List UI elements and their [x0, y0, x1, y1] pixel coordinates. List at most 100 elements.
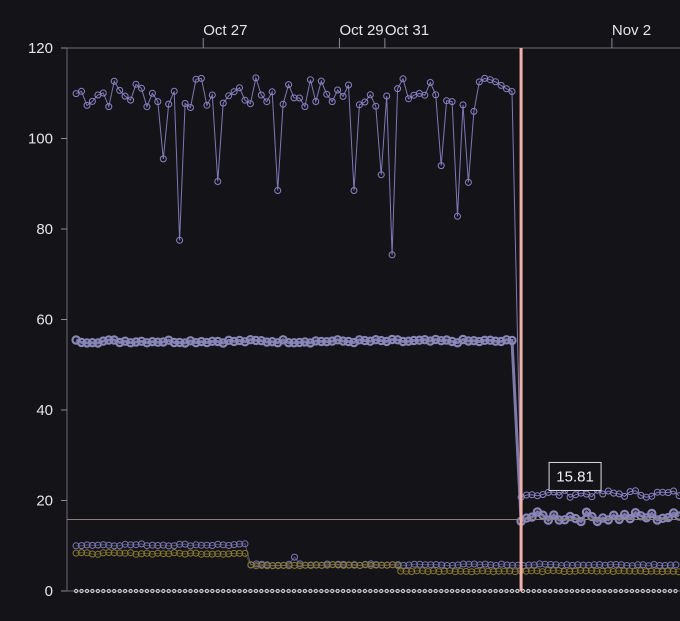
data-point	[275, 588, 280, 594]
x-tick-label: Nov 2	[612, 22, 651, 39]
data-point	[399, 75, 407, 83]
data-point	[166, 588, 171, 594]
data-point	[504, 588, 509, 594]
data-point	[355, 101, 363, 109]
data-point	[515, 588, 520, 594]
data-point	[127, 96, 135, 104]
data-point	[474, 336, 484, 347]
data-point	[444, 588, 449, 594]
data-point	[383, 92, 391, 100]
data-point	[646, 588, 651, 594]
data-point	[421, 561, 429, 569]
data-point	[105, 103, 113, 111]
data-point	[425, 336, 435, 346]
data-point	[153, 337, 163, 347]
data-point	[373, 588, 378, 594]
data-point	[581, 507, 592, 517]
data-point	[623, 562, 631, 569]
data-point	[176, 236, 184, 244]
data-point	[120, 336, 130, 346]
data-point	[139, 588, 144, 594]
data-point	[245, 335, 256, 345]
data-point	[72, 542, 80, 550]
data-point	[360, 335, 370, 346]
data-point	[432, 561, 440, 569]
data-point	[548, 588, 553, 594]
data-point	[159, 541, 167, 549]
data-point	[499, 588, 504, 594]
data-point	[597, 588, 602, 594]
data-point	[219, 99, 227, 107]
data-point	[207, 336, 217, 346]
data-point	[361, 98, 369, 106]
data-point	[580, 588, 585, 594]
data-point	[479, 567, 486, 575]
data-point	[497, 81, 505, 89]
data-point	[302, 588, 307, 594]
data-point	[544, 567, 552, 574]
data-point	[241, 96, 249, 104]
data-point	[403, 336, 414, 346]
data-point	[464, 178, 472, 186]
data-point	[322, 337, 332, 347]
data-point	[221, 588, 226, 594]
data-point	[174, 337, 185, 348]
data-point	[588, 567, 595, 575]
data-point	[441, 335, 452, 345]
data-point	[612, 561, 620, 568]
data-point	[197, 74, 205, 82]
data-point	[306, 76, 314, 84]
data-point	[554, 515, 564, 525]
data-point	[312, 561, 320, 569]
data-point	[458, 334, 468, 345]
data-point	[470, 107, 478, 115]
data-point	[188, 588, 193, 594]
data-point	[490, 336, 501, 346]
data-point	[531, 588, 536, 594]
data-point	[283, 338, 294, 348]
data-point	[503, 85, 510, 93]
data-point	[405, 95, 412, 103]
data-point	[116, 549, 124, 557]
data-point	[264, 588, 269, 594]
data-point	[553, 588, 558, 594]
data-point	[301, 103, 309, 111]
data-point	[313, 588, 318, 594]
data-point	[125, 338, 136, 348]
data-point	[537, 588, 542, 594]
data-point	[300, 337, 310, 347]
data-point	[142, 338, 152, 348]
data-point	[602, 588, 607, 594]
data-point	[83, 541, 91, 549]
data-point	[536, 560, 544, 568]
x-axis: Oct 27 Oct 29 Oct 31 Nov 2	[67, 22, 680, 49]
data-point	[558, 588, 564, 594]
data-point	[193, 588, 199, 594]
data-point	[394, 562, 402, 570]
data-point	[388, 251, 396, 259]
data-point	[468, 568, 476, 576]
data-point	[270, 588, 275, 594]
data-point	[670, 487, 678, 495]
data-point	[99, 89, 107, 97]
data-point	[569, 588, 575, 594]
data-point	[487, 561, 495, 569]
data-point	[93, 338, 103, 348]
data-point	[291, 588, 297, 594]
data-point	[378, 561, 386, 569]
data-point	[133, 588, 139, 594]
data-point	[436, 336, 446, 346]
data-point	[105, 541, 113, 549]
data-point	[496, 336, 506, 347]
data-point	[230, 549, 238, 557]
data-point	[366, 91, 374, 99]
data-point	[377, 171, 385, 179]
data-point	[262, 337, 272, 347]
data-point	[104, 335, 114, 345]
data-point	[82, 338, 92, 348]
y-tick-label: 0	[45, 583, 53, 600]
data-point	[618, 588, 624, 594]
data-point	[591, 588, 596, 594]
data-point	[422, 588, 427, 594]
